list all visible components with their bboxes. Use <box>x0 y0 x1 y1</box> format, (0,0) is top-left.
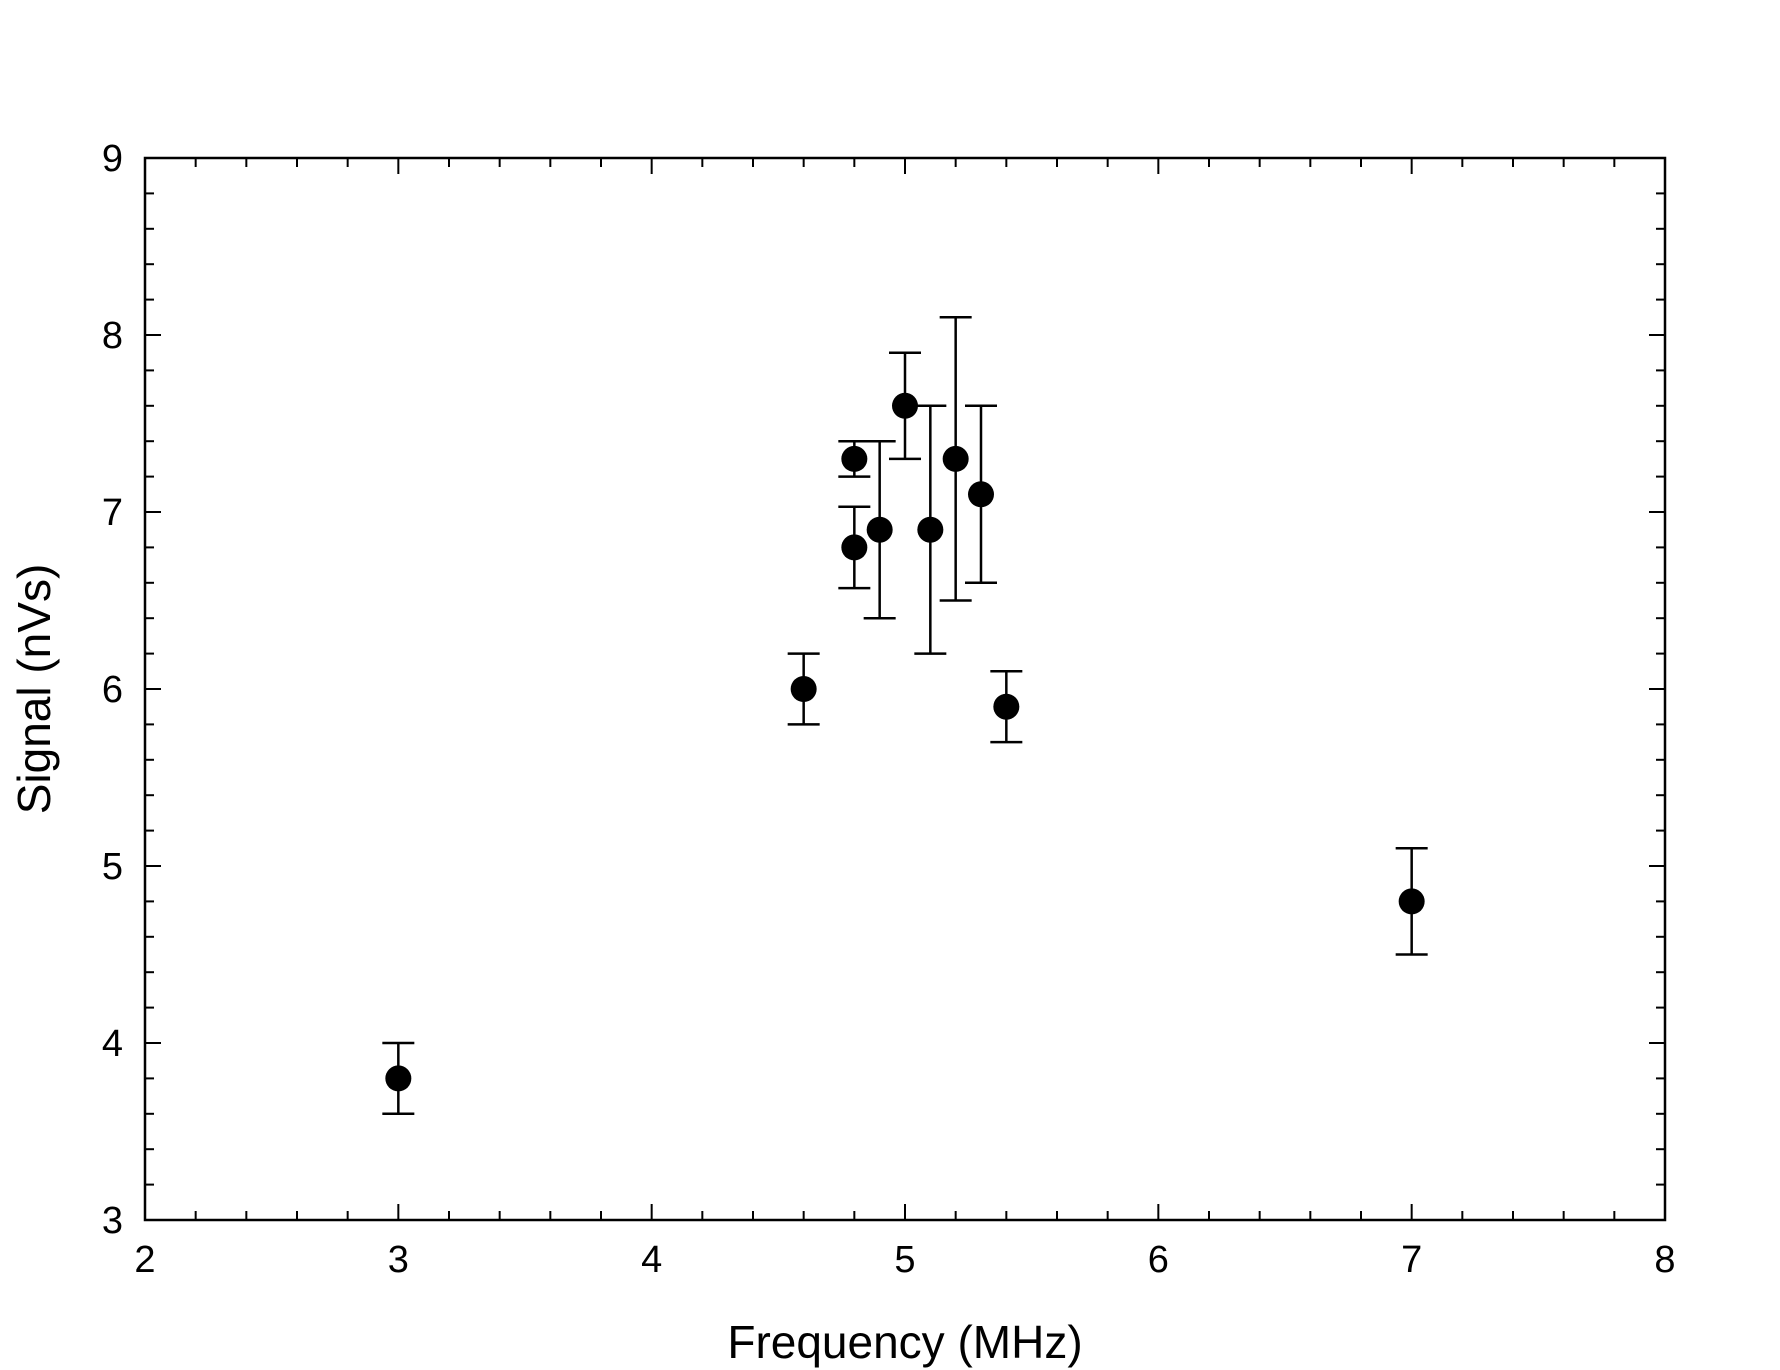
y-tick-label: 5 <box>102 846 123 888</box>
y-tick-label: 8 <box>102 315 123 357</box>
data-point <box>866 516 893 543</box>
data-point <box>385 1065 412 1092</box>
data-point <box>917 516 944 543</box>
y-axis-title: Signal (nVs) <box>8 564 60 815</box>
error-bars <box>382 316 1428 1116</box>
y-tick-label: 4 <box>102 1023 123 1065</box>
x-tick-label: 3 <box>388 1239 409 1281</box>
y-tick-label: 9 <box>102 138 123 180</box>
x-tick-labels: 2 3 4 5 6 7 8 <box>134 1239 1675 1281</box>
plot-frame <box>143 156 1667 1222</box>
x-axis-title: Frequency (MHz) <box>727 1316 1082 1368</box>
x-tick-label: 8 <box>1654 1239 1675 1281</box>
x-tick-label: 2 <box>134 1239 155 1281</box>
data-point <box>993 693 1020 720</box>
x-tick-label: 4 <box>641 1239 662 1281</box>
x-tick-label: 7 <box>1401 1239 1422 1281</box>
data-points <box>385 392 1425 1092</box>
y-tick-label: 6 <box>102 669 123 711</box>
data-point <box>942 445 969 472</box>
data-point <box>968 481 994 508</box>
x-tick-label: 5 <box>894 1239 915 1281</box>
data-point <box>841 534 868 561</box>
axis-ticks <box>144 157 1666 1221</box>
data-point <box>841 445 868 472</box>
data-point <box>892 392 918 419</box>
y-tick-label: 7 <box>102 492 123 534</box>
x-tick-label: 6 <box>1148 1239 1169 1281</box>
y-tick-label: 3 <box>102 1200 123 1242</box>
plot-border <box>143 156 1667 1222</box>
data-point <box>790 676 817 702</box>
data-point <box>1398 888 1425 915</box>
y-tick-labels: 3 4 5 6 7 8 9 <box>102 138 123 1242</box>
